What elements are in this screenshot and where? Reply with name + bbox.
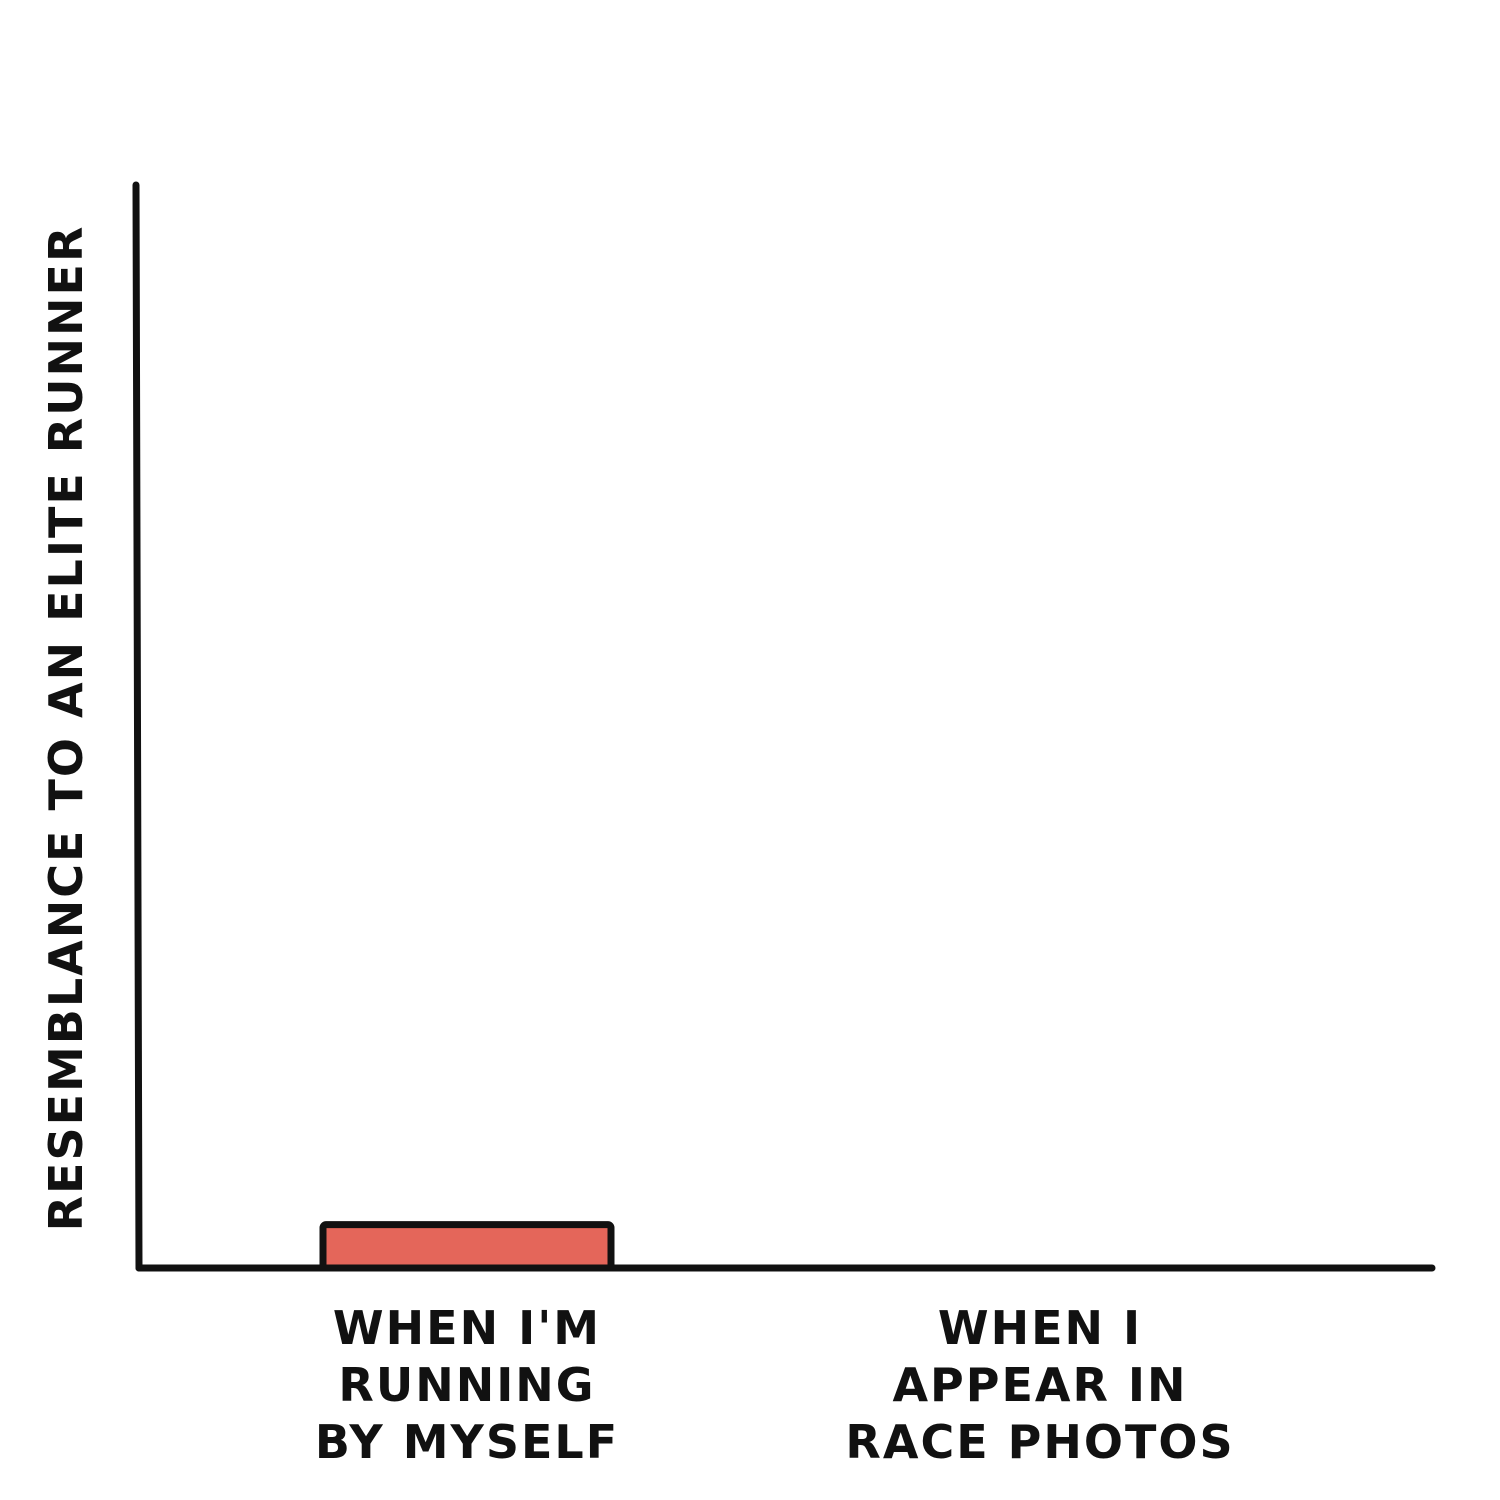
bars-group [319, 1221, 615, 1272]
x-tick-label-line: APPEAR IN [892, 1358, 1187, 1412]
x-tick-label-line: RUNNING [338, 1358, 595, 1412]
x-tick-label-2: WHEN I APPEAR IN RACE PHOTOS [845, 1301, 1234, 1469]
x-tick-label-line: BY MYSELF [315, 1415, 619, 1469]
y-axis [132, 181, 143, 1272]
x-tick-label-line: RACE PHOTOS [845, 1415, 1234, 1469]
x-tick-label-line: WHEN I'M [333, 1301, 601, 1355]
y-axis-label: RESEMBLANCE TO AN ELITE RUNNER [39, 225, 93, 1232]
x-tick-label-line: WHEN I [938, 1301, 1142, 1355]
x-axis [135, 1263, 1436, 1272]
bar-1 [319, 1221, 615, 1272]
x-tick-label-1: WHEN I'M RUNNING BY MYSELF [315, 1301, 619, 1469]
